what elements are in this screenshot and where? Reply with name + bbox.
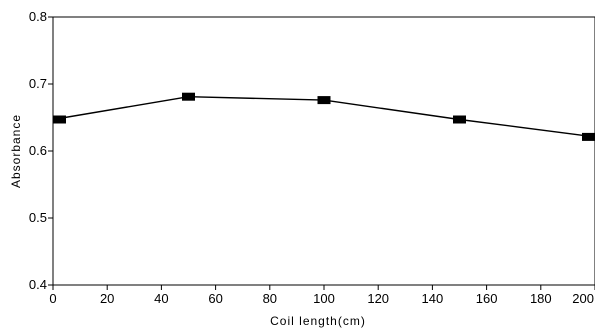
y-axis-title: Absorbance bbox=[9, 114, 23, 188]
data-point-marker bbox=[582, 132, 595, 141]
y-tick-label: 0.5 bbox=[29, 210, 47, 225]
data-point-marker bbox=[317, 96, 331, 105]
x-tick-label: 100 bbox=[313, 291, 335, 306]
data-point-marker bbox=[182, 92, 195, 101]
x-axis-title: Coil length(cm) bbox=[270, 314, 366, 328]
x-tick-label: 160 bbox=[476, 291, 498, 306]
y-tick-label: 0.7 bbox=[29, 76, 47, 91]
x-tick-label: 200 bbox=[572, 291, 594, 306]
x-axis: 0 20 40 60 80 100 120 140 160 180 200 bbox=[49, 285, 595, 306]
x-tick-label: 60 bbox=[208, 291, 222, 306]
y-tick-label: 0.6 bbox=[29, 143, 47, 158]
x-tick-label: 120 bbox=[367, 291, 389, 306]
x-tick-label: 80 bbox=[263, 291, 277, 306]
y-tick-label: 0.4 bbox=[29, 277, 47, 292]
x-tick-label: 140 bbox=[422, 291, 444, 306]
y-axis: 0.4 0.5 0.6 0.7 0.8 bbox=[29, 9, 53, 292]
x-tick-label: 20 bbox=[100, 291, 114, 306]
x-tick-label: 40 bbox=[154, 291, 168, 306]
y-tick-label: 0.8 bbox=[29, 9, 47, 24]
data-point-marker bbox=[53, 115, 66, 124]
x-tick-label: 180 bbox=[530, 291, 552, 306]
data-point-marker bbox=[453, 115, 466, 124]
x-tick-label: 0 bbox=[49, 291, 56, 306]
plot-frame bbox=[52, 16, 595, 286]
series-layer bbox=[52, 92, 595, 141]
